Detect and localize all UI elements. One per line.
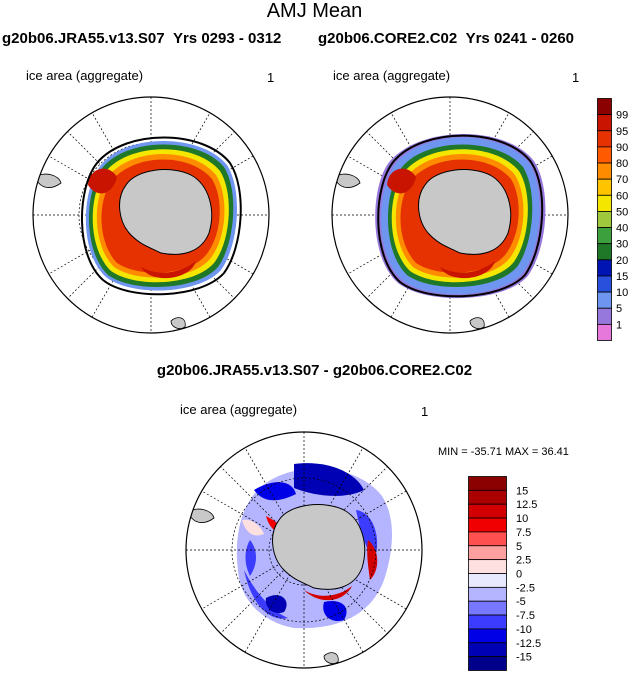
- right-yrs-label: Yrs: [465, 30, 490, 47]
- south-america-land: [34, 173, 62, 188]
- diff-polar-map: [185, 431, 423, 669]
- diff-field-label: ice area (aggregate): [180, 402, 298, 417]
- right-polar-map: [331, 96, 569, 334]
- difference-colorbar-label: -12.5: [516, 638, 541, 650]
- difference-colorbar-label: 10: [516, 513, 528, 525]
- left-yrs-label: Yrs: [172, 30, 198, 47]
- left-yrs-range: 0293 - 0312: [201, 30, 282, 47]
- difference-colorbar-swatch: [468, 628, 507, 644]
- concentration-colorbar-label: 90: [616, 142, 628, 154]
- concentration-colorbar-swatch: [597, 114, 612, 132]
- max-label: MAX =: [504, 446, 539, 458]
- concentration-colorbar-label: 10: [616, 287, 628, 299]
- new-zealand-land: [469, 317, 485, 329]
- difference-colorbar-swatch: [468, 476, 507, 491]
- min-value: -35.71: [470, 446, 502, 458]
- concentration-colorbar-label: 50: [616, 206, 628, 218]
- antarctica-land: [272, 504, 366, 590]
- concentration-colorbar-label: 99: [616, 110, 628, 122]
- min-max-label: MIN = -35.71 MAX = 36.41: [438, 446, 569, 458]
- right-yrs-range: 0241 - 0260: [493, 30, 575, 47]
- concentration-colorbar-swatch: [597, 98, 612, 116]
- difference-colorbar-label: 5: [516, 541, 522, 553]
- right-units: 1: [572, 70, 580, 85]
- difference-colorbar-label: 12.5: [516, 499, 537, 511]
- concentration-colorbar-label: 5: [616, 303, 622, 315]
- left-run-name: g20b06.JRA55.v13.S07: [2, 30, 165, 47]
- concentration-colorbar-swatch: [597, 130, 612, 148]
- concentration-colorbar-swatch: [597, 211, 612, 228]
- difference-colorbar-swatch: [468, 573, 507, 588]
- concentration-colorbar-label: 60: [616, 190, 628, 202]
- left-polar-map: [32, 96, 270, 334]
- concentration-colorbar-swatch: [597, 275, 612, 293]
- left-units: 1: [267, 70, 275, 85]
- south-america-land: [187, 508, 215, 523]
- concentration-colorbar-swatch: [597, 162, 612, 180]
- antarctica-land: [119, 169, 213, 255]
- concentration-colorbar-swatch: [597, 259, 612, 277]
- concentration-colorbar-swatch: [597, 291, 612, 309]
- page-title: AMJ Mean: [266, 0, 363, 22]
- map-boundary: [32, 96, 270, 334]
- difference-colorbar-swatch: [468, 503, 507, 519]
- difference-colorbar-label: 0: [516, 569, 522, 581]
- concentration-colorbar-label: 95: [616, 126, 628, 138]
- concentration-colorbar-label: 70: [616, 174, 628, 186]
- left-run-title: g20b06.JRA55.v13.S07 Yrs 0293 - 0312: [2, 30, 281, 47]
- diff-units: 1: [421, 404, 429, 419]
- concentration-colorbar-label: 40: [616, 223, 628, 235]
- concentration-colorbar-swatch: [597, 227, 612, 245]
- difference-colorbar-swatch: [468, 656, 507, 671]
- concentration-colorbar-swatch: [597, 194, 612, 212]
- concentration-colorbar-label: 1: [616, 319, 622, 331]
- difference-colorbar-swatch: [468, 559, 507, 574]
- right-field-label: ice area (aggregate): [333, 68, 451, 83]
- concentration-colorbar-swatch: [597, 323, 612, 341]
- concentration-colorbar-label: 30: [616, 239, 628, 251]
- difference-colorbar-swatch: [468, 531, 507, 547]
- concentration-colorbar-label: 20: [616, 255, 628, 267]
- difference-colorbar-label: -15: [516, 652, 532, 664]
- difference-colorbar-label: -10: [516, 624, 532, 636]
- difference-colorbar-label: -7.5: [516, 610, 535, 622]
- right-run-title: g20b06.CORE2.C02 Yrs 0241 - 0260: [318, 30, 574, 47]
- map-boundary: [185, 431, 423, 669]
- difference-colorbar-label: 2.5: [516, 555, 531, 567]
- concentration-colorbar-swatch: [597, 243, 612, 261]
- south-america-land: [333, 173, 361, 188]
- difference-colorbar-label: 15: [516, 485, 528, 497]
- difference-colorbar: 15 12.5 10 7.5 5 2.5 0-2.5 -5 -7.5 -10 -12.5 -15: [468, 476, 541, 671]
- concentration-colorbar-swatch: [597, 146, 612, 164]
- concentration-colorbar-label: 15: [616, 271, 628, 283]
- concentration-colorbar-swatch: [597, 178, 612, 196]
- diff-title: g20b06.JRA55.v13.S07 - g20b06.CORE2.C02: [156, 362, 473, 379]
- difference-colorbar-swatch: [468, 489, 507, 505]
- ice-edge-line: [81, 136, 242, 296]
- ice-edge-line: [377, 134, 544, 298]
- left-field-label: ice area (aggregate): [26, 68, 144, 83]
- antarctica-land: [418, 169, 512, 255]
- right-run-name: g20b06.CORE2.C02: [318, 30, 458, 47]
- concentration-colorbar-label: 80: [616, 158, 628, 170]
- concentration-colorbar: 99 95 90 80 70 60 50 40 30 20 15 10 5 1: [597, 98, 628, 341]
- difference-colorbar-swatch: [468, 517, 507, 533]
- difference-colorbar-swatch: [468, 642, 507, 658]
- map-boundary: [331, 96, 569, 334]
- concentration-colorbar-swatch: [597, 307, 612, 325]
- difference-colorbar-swatch: [468, 600, 507, 616]
- difference-colorbar-label: -2.5: [516, 582, 535, 594]
- difference-colorbar-swatch: [468, 614, 507, 630]
- new-zealand-land: [170, 317, 186, 329]
- difference-colorbar-label: 7.5: [516, 527, 531, 539]
- difference-colorbar-label: -5: [516, 596, 526, 608]
- min-label: MIN =: [438, 446, 468, 458]
- difference-colorbar-swatch: [468, 545, 507, 561]
- difference-colorbar-swatch: [468, 586, 507, 602]
- max-value: 36.41: [541, 446, 569, 458]
- new-zealand-land: [323, 652, 339, 664]
